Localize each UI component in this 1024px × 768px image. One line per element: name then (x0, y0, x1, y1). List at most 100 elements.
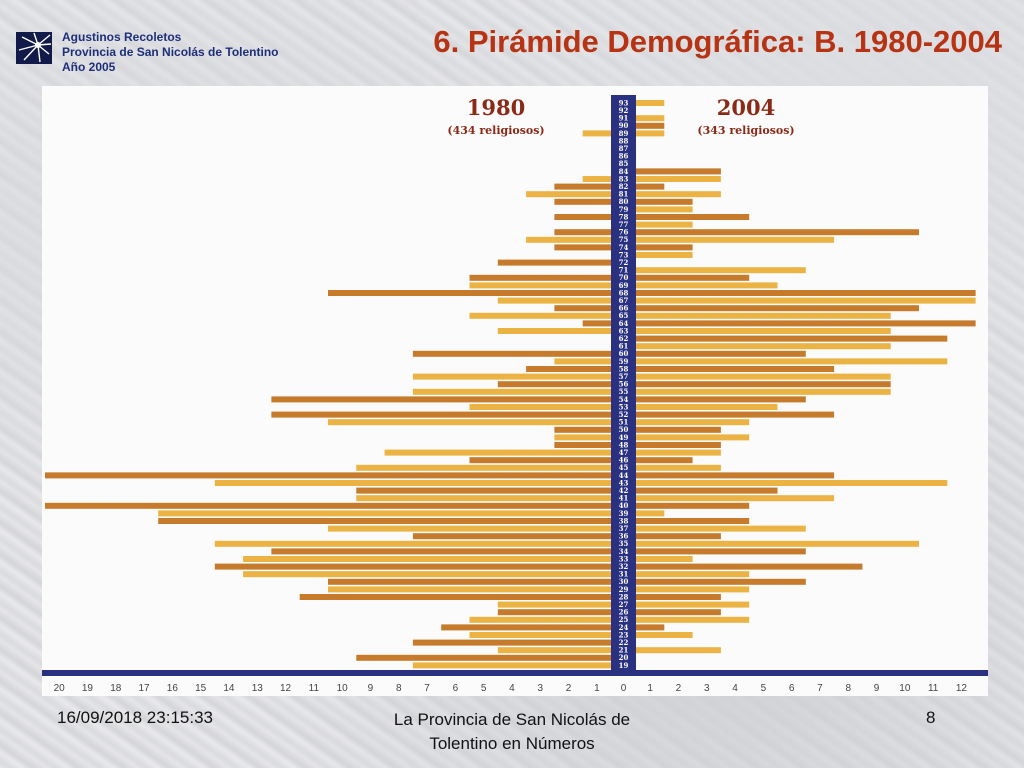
bar-2004-age-64 (636, 320, 976, 327)
bar-1980-age-60 (412, 350, 611, 357)
age-label: 61 (619, 342, 629, 351)
bar-1980-age-26 (497, 609, 611, 616)
x-axis-baseline (42, 670, 988, 676)
footer-caption-line-1: La Provincia de San Nicolás de (393, 710, 631, 729)
bar-1980-age-65 (469, 312, 611, 319)
bar-2004-age-76 (636, 229, 919, 236)
pyramid-svg: 9392919089888786858483828180797877767574… (42, 95, 988, 694)
tick-label-left: 1 (594, 683, 600, 694)
bar-2004-age-66 (636, 305, 919, 312)
bar-2004-age-78 (636, 214, 750, 220)
org-line-3: Año 2005 (62, 60, 116, 74)
age-label: 36 (619, 532, 629, 541)
bar-1980-age-51 (328, 419, 611, 426)
age-label: 91 (619, 114, 629, 123)
bar-1980-age-67 (497, 297, 611, 304)
bar-2004-age-69 (636, 282, 778, 289)
age-label: 34 (619, 547, 629, 556)
age-label: 70 (619, 273, 629, 282)
bar-2004-age-51 (636, 419, 750, 426)
age-label: 37 (619, 524, 629, 533)
age-label: 28 (619, 592, 629, 601)
age-label: 63 (619, 326, 629, 335)
age-label: 76 (619, 228, 629, 237)
tick-label-left: 2 (566, 683, 572, 694)
bar-1980-age-57 (412, 373, 611, 380)
bar-2004-age-52 (636, 411, 835, 418)
tick-label-right: 4 (732, 683, 738, 694)
bar-2004-age-56 (636, 381, 891, 388)
age-label: 26 (619, 608, 629, 617)
org-line-2: Provincia de San Nicolás de Tolentino (62, 45, 279, 59)
organization-header: Agustinos Recoletos Provincia de San Nic… (62, 30, 279, 75)
bar-2004-age-71 (636, 267, 806, 274)
bar-2004-age-44 (636, 472, 835, 479)
tick-label-left: 16 (167, 683, 179, 694)
bar-2004-age-32 (636, 563, 863, 570)
footer-date: 16/09/2018 23:15:33 (57, 708, 213, 727)
tick-label-left: 18 (110, 683, 122, 694)
bar-1980-age-55 (412, 388, 611, 395)
starburst-logo-icon (16, 32, 52, 64)
tick-label-left: 19 (82, 683, 94, 694)
bar-1980-age-20 (356, 654, 611, 661)
bar-2004-age-26 (636, 609, 721, 616)
age-label: 73 (619, 250, 629, 259)
bar-2004-age-68 (636, 290, 976, 296)
bar-2004-age-43 (636, 480, 948, 486)
bar-2004-age-21 (636, 647, 721, 654)
bar-1980-age-76 (554, 229, 611, 236)
tick-label-left: 17 (138, 683, 150, 694)
bar-2004-age-58 (636, 366, 835, 372)
bar-2004-age-28 (636, 594, 721, 600)
bar-1980-age-59 (554, 358, 611, 365)
tick-label-left: 14 (223, 683, 235, 694)
bar-2004-age-50 (636, 426, 721, 433)
age-label: 23 (619, 630, 629, 639)
age-label: 51 (619, 418, 629, 427)
bar-1980-age-48 (554, 442, 611, 448)
bar-1980-age-53 (469, 404, 611, 410)
age-label: 78 (619, 212, 629, 221)
age-label: 93 (619, 98, 629, 107)
bar-1980-age-32 (214, 563, 612, 570)
bar-2004-age-61 (636, 343, 891, 350)
bar-1980-age-75 (526, 236, 611, 243)
bar-2004-age-73 (636, 252, 693, 258)
age-label: 42 (619, 486, 629, 495)
bar-2004-age-65 (636, 312, 891, 319)
bar-2004-age-46 (636, 457, 693, 464)
bar-1980-age-54 (271, 396, 611, 403)
bar-2004-age-49 (636, 434, 750, 441)
tick-label-right: 3 (704, 683, 710, 694)
age-label: 40 (619, 501, 629, 510)
age-label: 27 (619, 600, 629, 609)
age-label: 82 (619, 182, 629, 191)
age-label: 52 (619, 410, 629, 419)
bar-2004-age-25 (636, 616, 750, 623)
bar-1980-age-41 (356, 495, 611, 502)
bar-2004-age-59 (636, 358, 948, 365)
bar-2004-age-62 (636, 335, 948, 342)
age-label: 79 (619, 205, 629, 214)
age-label: 60 (619, 349, 629, 358)
bar-1980-age-74 (554, 244, 611, 251)
age-label: 69 (619, 281, 629, 290)
bar-2004-age-77 (636, 221, 693, 228)
bar-1980-age-66 (554, 305, 611, 312)
age-label: 29 (619, 585, 629, 594)
bar-2004-age-83 (636, 176, 721, 182)
age-axis-band (611, 95, 636, 672)
org-line-1: Agustinos Recoletos (62, 30, 182, 44)
age-label: 21 (619, 646, 629, 655)
age-label: 92 (619, 106, 629, 115)
age-label: 66 (619, 304, 629, 313)
bar-1980-age-40 (45, 502, 611, 509)
bar-1980-age-58 (526, 366, 611, 372)
bar-1980-age-30 (328, 578, 611, 585)
age-label: 89 (619, 129, 629, 138)
age-label: 68 (619, 288, 629, 297)
bar-1980-age-33 (243, 556, 611, 562)
tick-label-left: 12 (280, 683, 292, 694)
bar-1980-age-50 (554, 426, 611, 433)
